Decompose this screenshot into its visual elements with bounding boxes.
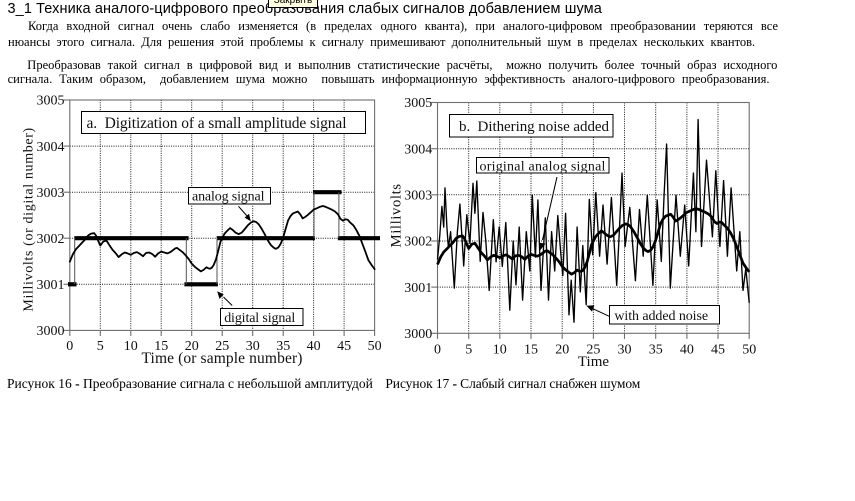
svg-text:digital signal: digital signal [224,311,295,326]
svg-text:3004: 3004 [37,140,65,155]
svg-text:3003: 3003 [37,186,65,201]
svg-text:3000: 3000 [404,327,432,342]
svg-text:Millivolts (or digital number): Millivolts (or digital number) [22,127,37,311]
svg-text:15: 15 [154,339,168,354]
svg-text:40: 40 [680,342,694,357]
svg-text:with added noise: with added noise [614,309,708,324]
svg-text:35: 35 [276,339,290,354]
svg-text:45: 45 [711,342,725,357]
svg-text:10: 10 [493,342,507,357]
svg-text:Millivolts: Millivolts [389,183,405,247]
svg-text:20: 20 [555,342,569,357]
svg-text:5: 5 [97,339,104,354]
svg-text:20: 20 [185,339,199,354]
svg-text:35: 35 [649,342,663,357]
svg-text:b. Dithering noise added: b. Dithering noise added [459,119,610,135]
svg-text:30: 30 [618,342,632,357]
svg-text:5: 5 [465,342,472,357]
svg-text:50: 50 [368,339,382,354]
svg-text:3003: 3003 [404,189,432,204]
svg-text:3002: 3002 [37,232,65,247]
svg-text:30: 30 [246,339,260,354]
svg-text:Time: Time [578,354,609,370]
svg-text:analog signal: analog signal [192,189,265,204]
svg-text:25: 25 [586,342,600,357]
svg-text:Time (or sample number): Time (or sample number) [141,350,302,367]
svg-text:0: 0 [434,342,441,357]
svg-text:50: 50 [742,342,756,357]
svg-text:original analog signal: original analog signal [480,159,606,174]
svg-text:a. Digitization of a small am: a. Digitization of a small amplitude sig… [87,115,347,132]
svg-text:3001: 3001 [404,281,432,296]
svg-text:3005: 3005 [404,96,432,111]
svg-text:15: 15 [524,342,538,357]
svg-text:3000: 3000 [37,324,65,339]
svg-text:3004: 3004 [404,142,432,157]
svg-text:0: 0 [66,339,73,354]
svg-text:25: 25 [215,339,229,354]
svg-text:10: 10 [124,339,138,354]
svg-text:45: 45 [337,339,351,354]
svg-text:40: 40 [307,339,321,354]
svg-text:3005: 3005 [37,94,65,109]
svg-text:3001: 3001 [37,278,65,293]
svg-text:3002: 3002 [404,235,432,250]
